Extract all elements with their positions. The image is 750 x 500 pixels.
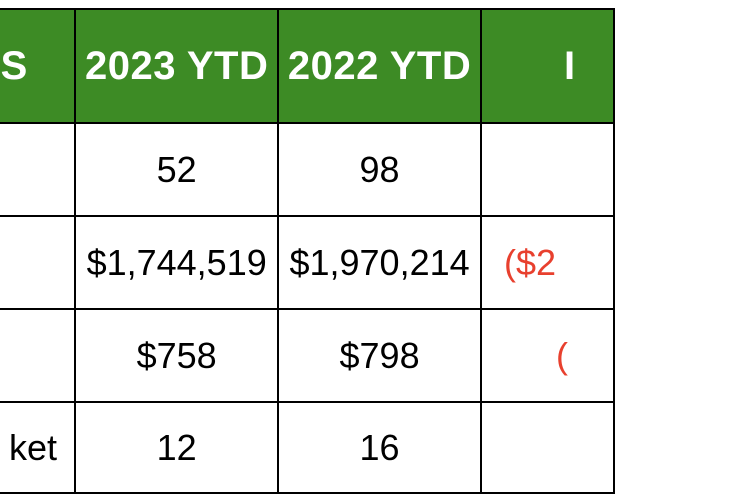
header-change: I: [480, 8, 615, 124]
cell-2023-ytd: $758: [74, 308, 280, 403]
cell-2022-ytd: 16: [277, 401, 483, 494]
sales-stats-table: ES 2023 YTD 2022 YTD I 52 98 $1,744,519 …: [0, 8, 615, 494]
row-label: [0, 215, 77, 310]
row-label: [0, 308, 77, 403]
cell-2023-ytd: 52: [74, 122, 280, 217]
table-row: 52 98: [0, 122, 615, 217]
cell-change: (: [480, 308, 615, 403]
cell-change: [480, 401, 615, 494]
table-row: $1,744,519 $1,970,214 ($2: [0, 215, 615, 310]
header-2023-ytd: 2023 YTD: [74, 8, 280, 124]
cell-2022-ytd: $1,970,214: [277, 215, 483, 310]
cell-2023-ytd: $1,744,519: [74, 215, 280, 310]
cell-change: [480, 122, 615, 217]
cell-2023-ytd: 12: [74, 401, 280, 494]
table-row: $758 $798 (: [0, 308, 615, 403]
header-category: ES: [0, 8, 77, 124]
table-header-row: ES 2023 YTD 2022 YTD I: [0, 8, 615, 124]
row-label: [0, 122, 77, 217]
cell-2022-ytd: $798: [277, 308, 483, 403]
cell-2022-ytd: 98: [277, 122, 483, 217]
header-2022-ytd: 2022 YTD: [277, 8, 483, 124]
cell-change: ($2: [480, 215, 615, 310]
table-row: ket 12 16: [0, 401, 615, 494]
row-label: ket: [0, 401, 77, 494]
